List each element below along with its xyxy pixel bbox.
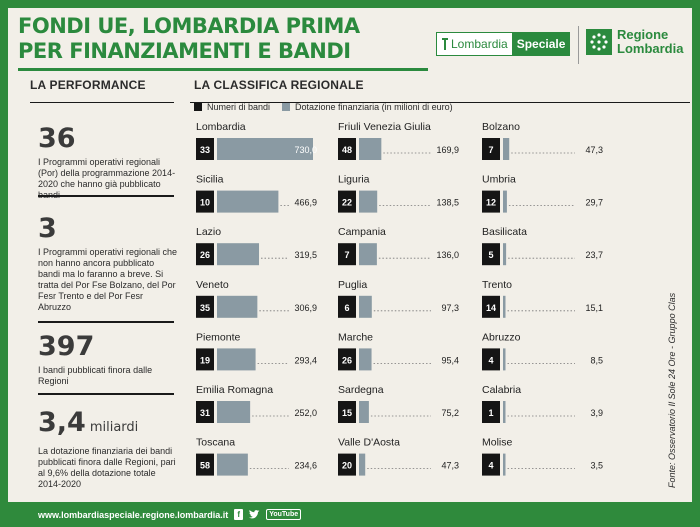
- stat-divider: [38, 321, 174, 323]
- regione-lombardia-logo[interactable]: Regione Lombardia: [586, 28, 683, 56]
- facebook-icon[interactable]: f: [234, 509, 244, 520]
- ranking-panel: [190, 102, 690, 500]
- stat-published-programs: 36 I Programmi operativi regionali (Por)…: [38, 125, 178, 201]
- legend-label-funding: Dotazione finanziaria (in milioni di eur…: [295, 102, 453, 112]
- lombardia-speciale-logo[interactable]: Lombardia Speciale: [436, 32, 571, 56]
- performance-section-title: LA PERFORMANCE: [30, 78, 146, 92]
- legend-swatch-funding: [282, 103, 291, 111]
- source-note: Fonte: Osservatorio Il Sole 24 Ore - Gru…: [667, 292, 677, 488]
- stat-divider: [38, 195, 174, 197]
- legend-item-funding: Dotazione finanziaria (in milioni di eur…: [282, 102, 453, 112]
- footer-url-link[interactable]: www.lombardiaspeciale.regione.lombardia.…: [38, 509, 229, 520]
- logo-speciale-text: Speciale: [511, 32, 571, 56]
- stat-divider: [38, 393, 174, 395]
- legend-item-counts: Numeri di bandi: [194, 102, 270, 112]
- performance-panel: 36 I Programmi operativi regionali (Por)…: [30, 102, 177, 500]
- stat-financial-allocation: 3,4 miliardi La dotazione finanziaria dei…: [38, 409, 178, 490]
- ranking-section-title: LA CLASSIFICA REGIONALE: [194, 78, 364, 92]
- logo-lombardia-text: Lombardia: [451, 37, 508, 51]
- infographic-frame: FONDI UE, LOMBARDIA PRIMA PER FINANZIAME…: [8, 8, 692, 502]
- title-underline: [18, 68, 428, 71]
- logo-regione-line-1: Regione: [617, 27, 669, 42]
- chart-legend: Numeri di bandi Dotazione finanziaria (i…: [194, 102, 465, 112]
- stat-value: 3,4 miliardi: [38, 407, 139, 438]
- logo-divider: [578, 26, 579, 64]
- twitter-icon[interactable]: [249, 509, 260, 520]
- rosa-camuna-icon: [586, 29, 612, 55]
- legend-label-counts: Numeri di bandi: [207, 102, 271, 112]
- stat-description: I bandi pubblicati finora dalle Regioni: [38, 365, 153, 386]
- stat-value: 3: [38, 213, 57, 244]
- stat-unit: miliardi: [89, 420, 139, 435]
- stat-description: I Programmi operativi regionali che non …: [38, 247, 178, 312]
- title-line-2: PER FINANZIAMENTI E BANDI: [18, 39, 351, 63]
- logo-lombardia-part: Lombardia: [436, 32, 512, 56]
- title-line-1: FONDI UE, LOMBARDIA PRIMA: [18, 14, 360, 38]
- logo-regione-line-2: Lombardia: [617, 41, 684, 56]
- legend-swatch-counts: [194, 103, 202, 111]
- stat-pending-programs: 3 I Programmi operativi regionali che no…: [38, 215, 178, 313]
- page-title: FONDI UE, LOMBARDIA PRIMA PER FINANZIAME…: [18, 14, 360, 64]
- stat-published-calls: 397 I bandi pubblicati finora dalle Regi…: [38, 333, 178, 387]
- lombardia-mark-icon: [441, 38, 449, 50]
- stat-value: 36: [38, 123, 76, 154]
- regione-lombardia-text: Regione Lombardia: [617, 28, 683, 56]
- youtube-icon[interactable]: YouTube: [266, 509, 302, 520]
- footer-bar: www.lombardiaspeciale.regione.lombardia.…: [0, 502, 700, 527]
- stat-value: 397: [38, 331, 95, 362]
- stat-description: La dotazione finanziaria dei bandi pubbl…: [38, 446, 176, 489]
